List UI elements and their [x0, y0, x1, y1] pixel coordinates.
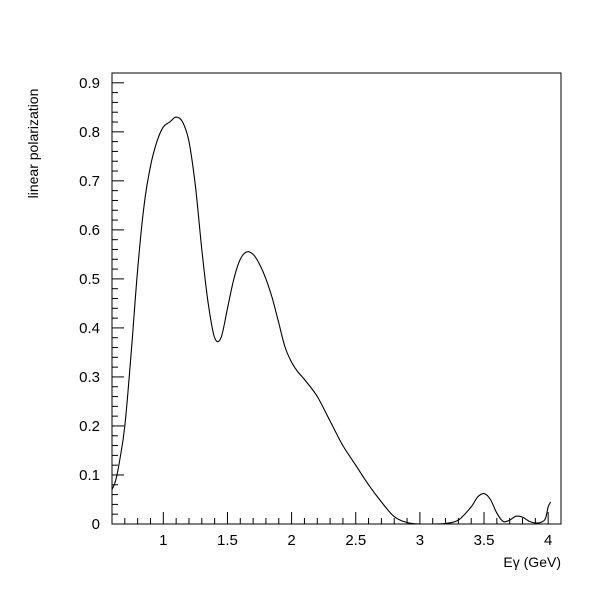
y-tick-label: 0.3 — [79, 369, 100, 386]
y-tick-label: 0.6 — [79, 222, 100, 239]
y-tick-label: 0 — [92, 516, 100, 533]
y-tick-label: 0.4 — [79, 320, 100, 337]
series-line — [111, 116, 552, 525]
x-tick-label: 1.5 — [217, 532, 238, 549]
x-tick-label: 2 — [287, 532, 295, 549]
y-tick-label: 0.5 — [79, 271, 100, 288]
x-tick-label: 3.5 — [474, 532, 495, 549]
x-axis-label: Eγ (GeV) — [503, 554, 561, 570]
tick-marks — [111, 72, 562, 525]
y-tick-label: 0.8 — [79, 124, 100, 141]
y-tick-label: 0.1 — [79, 467, 100, 484]
tick-labels: 1 1.5 2 2.5 3 3.5 4 0 0.1 0.2 0.3 0.4 0.5 0.6 0.7 0.8 0.… — [79, 75, 552, 549]
y-tick-label: 0.2 — [79, 418, 100, 435]
y-tick-label: 0.7 — [79, 173, 100, 190]
plot-frame — [111, 72, 562, 525]
x-tick-label: 3 — [416, 532, 424, 549]
y-axis-label: linear polarization — [25, 89, 41, 199]
y-tick-label: 0.9 — [79, 75, 100, 92]
x-tick-label: 4 — [544, 532, 552, 549]
x-tick-label: 1 — [159, 532, 167, 549]
x-tick-label: 2.5 — [345, 532, 366, 549]
